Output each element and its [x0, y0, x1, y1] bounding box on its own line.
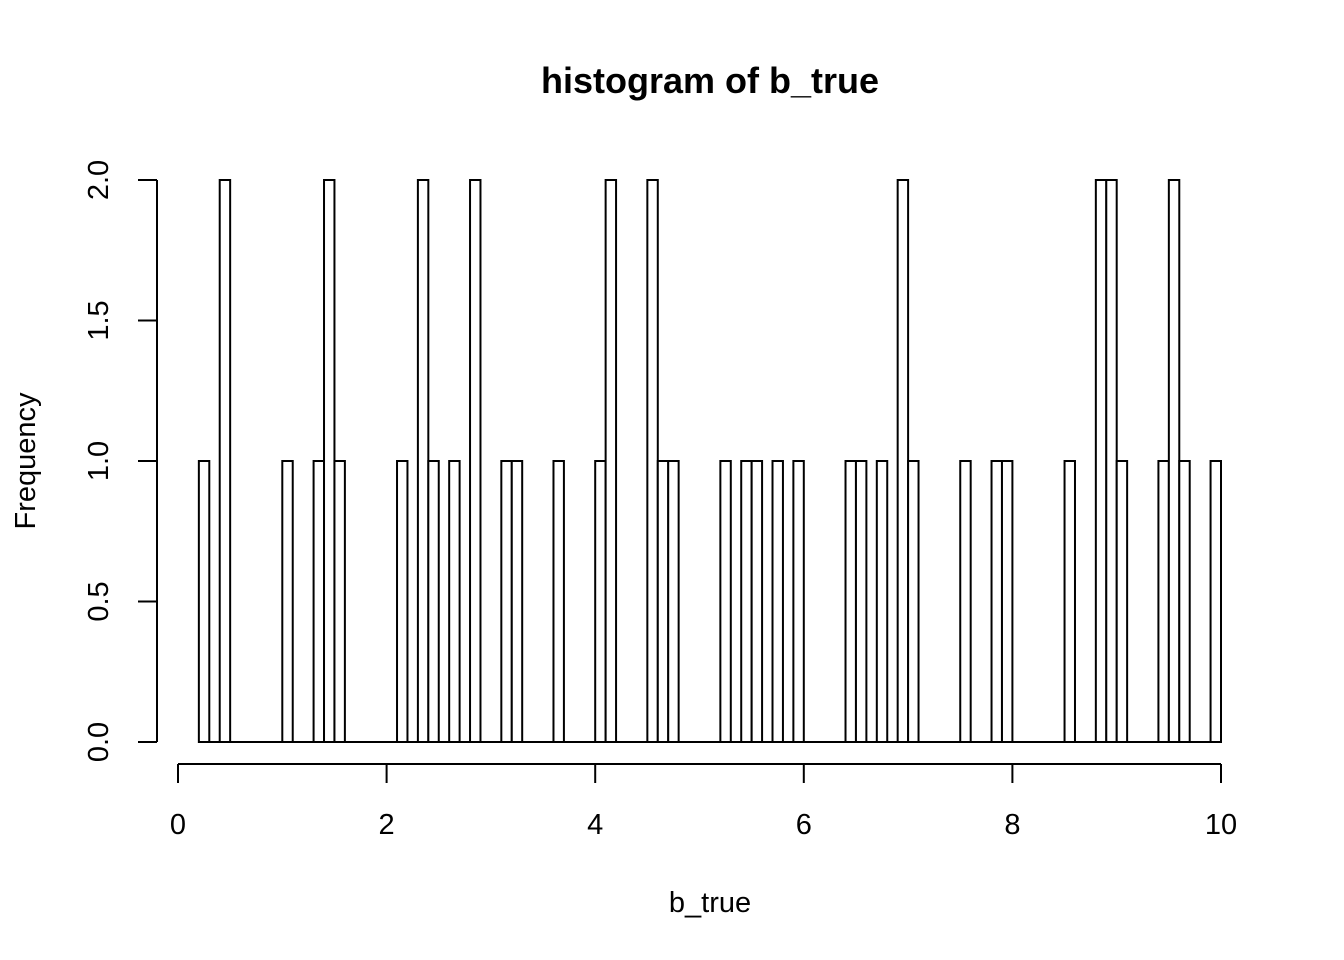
histogram-bar: [740, 460, 753, 743]
histogram-bar: [218, 179, 232, 743]
histogram-bar: [1157, 460, 1170, 743]
histogram-bar: [510, 460, 524, 743]
histogram-bar: [1000, 460, 1014, 743]
histogram-bar: [604, 179, 618, 743]
histogram-bar: [333, 460, 346, 743]
histogram-bar: [844, 460, 857, 743]
x-tick-label: 2: [379, 809, 395, 841]
histogram-bar: [719, 460, 732, 743]
histogram-bar: [875, 460, 889, 743]
y-axis-label: Frequency: [10, 392, 42, 530]
histogram-bar: [427, 460, 440, 743]
histogram-bar: [469, 179, 482, 743]
chart-title: histogram of b_true: [541, 60, 879, 101]
histogram-bar: [1105, 179, 1118, 743]
histogram-bar: [771, 460, 784, 743]
y-tick-label: 2.0: [83, 160, 115, 200]
x-tick-label: 8: [1004, 809, 1020, 841]
histogram-bar: [667, 460, 680, 743]
histogram-bar: [646, 179, 659, 743]
y-axis: 0.0 0.5 1.0 1.5 2.0: [83, 160, 158, 762]
histogram-bar: [416, 179, 430, 743]
histogram-bar: [396, 460, 409, 743]
histogram-bar: [197, 460, 211, 743]
y-tick-label: 1.0: [83, 441, 115, 481]
x-tick-label: 0: [170, 809, 186, 841]
histogram-bar: [1094, 179, 1108, 743]
x-tick-label: 4: [587, 809, 603, 841]
x-tick-label: 6: [796, 809, 812, 841]
histogram-bar: [500, 460, 513, 743]
histogram-bar: [281, 460, 294, 743]
histogram-bar: [907, 460, 920, 743]
x-axis: 0 2 4 6 8 10: [170, 763, 1237, 841]
histogram-bar: [854, 460, 868, 743]
histogram-bar: [792, 460, 805, 743]
histogram-bar: [1063, 460, 1076, 743]
histogram-bar: [552, 460, 565, 743]
histogram-bar: [323, 179, 336, 743]
bars-group: [197, 179, 1222, 743]
histogram-bar: [312, 460, 326, 743]
y-tick-label: 0.0: [83, 722, 115, 762]
x-tick-label: 10: [1205, 809, 1237, 841]
histogram-bar: [1115, 460, 1129, 743]
histogram-bar: [1178, 460, 1191, 743]
x-axis-label: b_true: [669, 887, 751, 919]
histogram-bar: [594, 460, 607, 743]
histogram-bar: [990, 460, 1003, 743]
histogram-bar: [656, 460, 670, 743]
histogram-bar: [1167, 179, 1181, 743]
y-tick-label: 1.5: [83, 300, 115, 340]
y-tick-label: 0.5: [83, 581, 115, 621]
histogram-bar: [448, 460, 461, 743]
histogram-bar: [1209, 460, 1222, 743]
histogram-bar: [750, 460, 764, 743]
histogram-bar: [896, 179, 910, 743]
histogram-bar: [959, 460, 972, 743]
